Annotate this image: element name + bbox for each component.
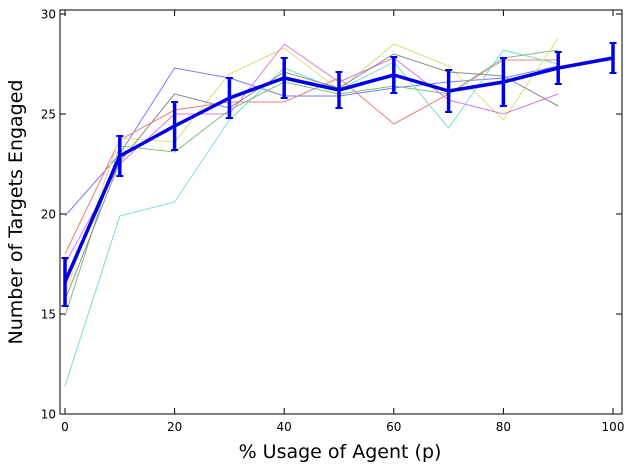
y-ticks: 10 15 20 25 30 [41,8,622,422]
y-axis-label: Number of Targets Engaged [5,80,27,345]
series-line-7 [64,53,559,301]
y-tick-label: 30 [41,8,56,22]
series-line-1 [64,65,559,217]
y-tick-label: 10 [41,408,56,422]
x-tick-label: 60 [386,420,401,434]
x-tick-label: 80 [496,420,511,434]
x-ticks: 0 20 40 60 80 100 [61,10,624,434]
y-tick-label: 20 [41,208,56,222]
x-tick-label: 40 [277,420,292,434]
x-axis-label: % Usage of Agent (p) [239,441,442,463]
mean-series [61,42,617,307]
x-tick-label: 0 [61,420,69,434]
x-tick-label: 100 [602,420,625,434]
series-line-3 [64,49,559,387]
series-line-4 [64,49,559,317]
y-tick-label: 15 [41,308,56,322]
series-line-2 [64,59,559,255]
y-tick-label: 25 [41,108,56,122]
x-tick-label: 20 [167,420,182,434]
series-line-6 [64,43,559,265]
